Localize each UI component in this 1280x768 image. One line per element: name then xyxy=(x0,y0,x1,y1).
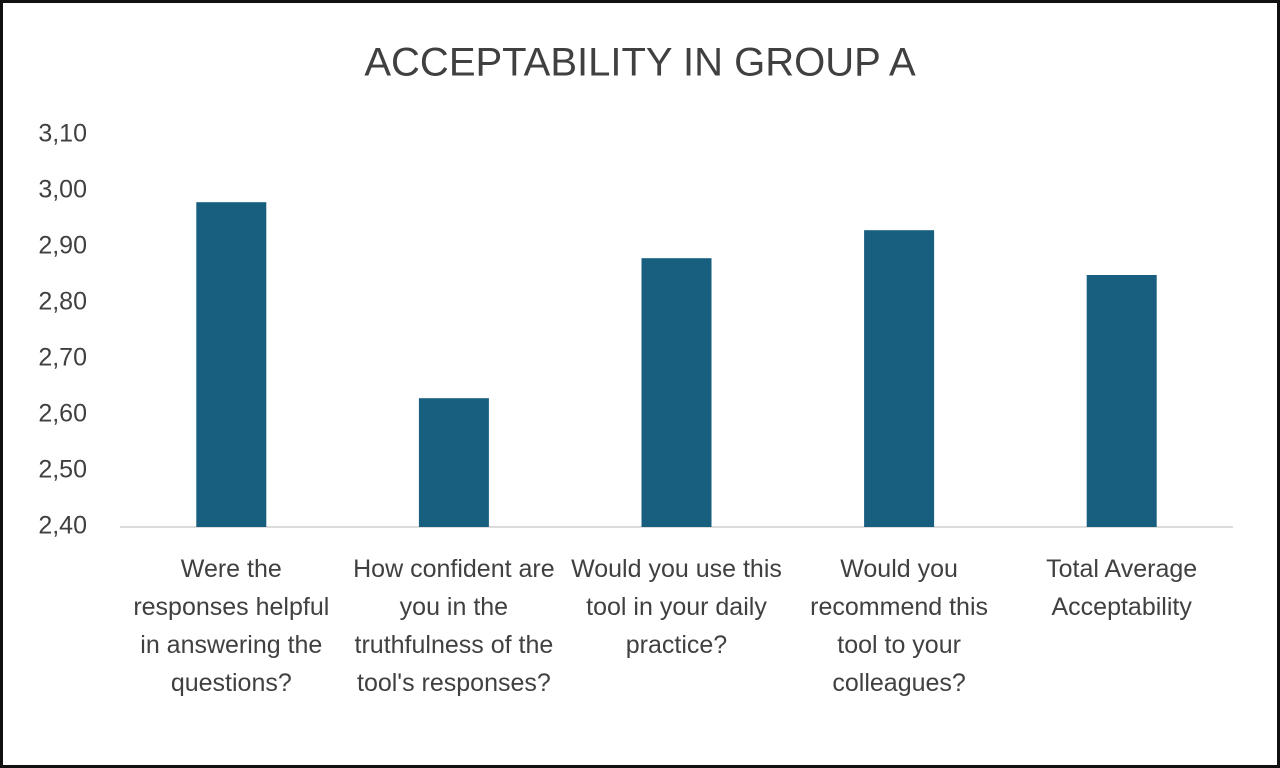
y-tick-label: 2,80 xyxy=(38,288,87,316)
x-tick-label: Total Average Acceptability xyxy=(1046,555,1198,621)
chart: ACCEPTABILITY IN GROUP A 2,40 2,50 2,60 2,7… xyxy=(38,41,1233,540)
y-tick-label: 2,90 xyxy=(38,232,87,260)
y-tick-label: 2,50 xyxy=(38,456,87,484)
chart-title: ACCEPTABILITY IN GROUP A xyxy=(364,41,916,85)
bar xyxy=(418,398,489,527)
bar xyxy=(196,202,267,527)
y-tick-label: 3,10 xyxy=(38,120,87,148)
y-tick-label: 2,70 xyxy=(38,344,87,372)
y-tick-label: 2,40 xyxy=(38,512,87,540)
y-tick-label: 2,60 xyxy=(38,400,87,428)
x-tick-label: Would you use this tool in your daily pr… xyxy=(571,555,782,659)
x-tick-label: Would you recommend this tool to your co… xyxy=(810,555,989,697)
y-tick-label: 3,00 xyxy=(38,176,87,204)
bar xyxy=(864,230,935,527)
x-tick-label: Were the responses helpful in answering … xyxy=(133,555,330,697)
x-tick-label: How confident are you in the truthfulnes… xyxy=(353,555,555,697)
bar xyxy=(1086,275,1157,527)
bar xyxy=(641,258,712,527)
